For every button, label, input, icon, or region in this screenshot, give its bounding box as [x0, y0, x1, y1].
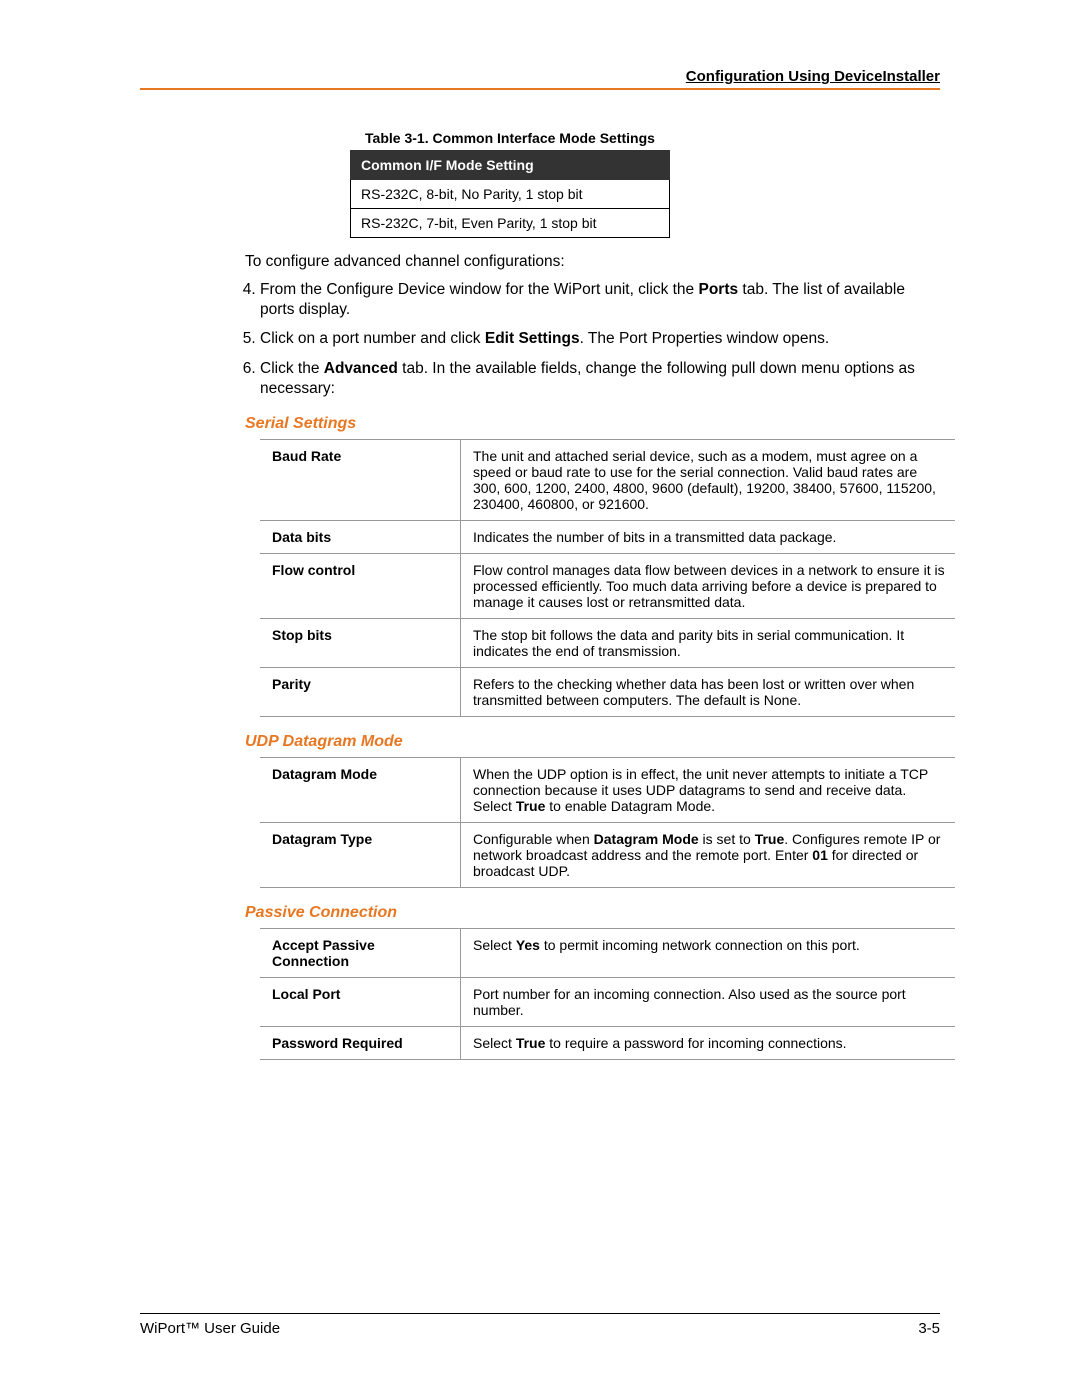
setting-desc: Configurable when Datagram Mode is set t…: [461, 822, 956, 887]
page-content: Table 3-1. Common Interface Mode Setting…: [140, 130, 940, 1060]
common-if-header: Common I/F Mode Setting: [351, 151, 670, 180]
common-if-row: RS-232C, 8-bit, No Parity, 1 stop bit: [351, 180, 670, 209]
setting-label: Password Required: [260, 1026, 461, 1059]
step-item: From the Configure Device window for the…: [260, 280, 940, 320]
steps-list: From the Configure Device window for the…: [260, 280, 940, 399]
table-caption: Table 3-1. Common Interface Mode Setting…: [350, 130, 670, 146]
setting-label: Data bits: [260, 520, 461, 553]
common-if-table: Common I/F Mode Setting RS-232C, 8-bit, …: [350, 150, 670, 238]
setting-desc: Select True to require a password for in…: [461, 1026, 956, 1059]
setting-desc: When the UDP option is in effect, the un…: [461, 757, 956, 822]
setting-label: Stop bits: [260, 618, 461, 667]
step-item: Click on a port number and click Edit Se…: [260, 329, 940, 349]
page-footer: WiPort™ User Guide 3-5: [140, 1313, 940, 1337]
setting-label: Parity: [260, 667, 461, 716]
footer-left: WiPort™ User Guide: [140, 1320, 280, 1337]
passive-heading: Passive Connection: [245, 904, 940, 922]
header-title: Configuration Using DeviceInstaller: [686, 68, 940, 85]
setting-desc: Refers to the checking whether data has …: [461, 667, 956, 716]
intro-text: To configure advanced channel configurat…: [245, 252, 940, 272]
setting-desc: The stop bit follows the data and parity…: [461, 618, 956, 667]
setting-label: Datagram Type: [260, 822, 461, 887]
setting-desc: The unit and attached serial device, suc…: [461, 439, 956, 520]
setting-desc: Select Yes to permit incoming network co…: [461, 928, 956, 977]
footer-right: 3-5: [918, 1320, 940, 1337]
setting-desc: Indicates the number of bits in a transm…: [461, 520, 956, 553]
udp-heading: UDP Datagram Mode: [245, 733, 940, 751]
common-if-row: RS-232C, 7-bit, Even Parity, 1 stop bit: [351, 209, 670, 238]
serial-heading: Serial Settings: [245, 415, 940, 433]
udp-table: Datagram ModeWhen the UDP option is in e…: [260, 757, 955, 888]
setting-desc: Flow control manages data flow between d…: [461, 553, 956, 618]
page-header: Configuration Using DeviceInstaller: [140, 68, 940, 90]
setting-label: Flow control: [260, 553, 461, 618]
setting-label: Datagram Mode: [260, 757, 461, 822]
step-item: Click the Advanced tab. In the available…: [260, 359, 940, 399]
serial-table: Baud RateThe unit and attached serial de…: [260, 439, 955, 717]
passive-table: Accept Passive ConnectionSelect Yes to p…: [260, 928, 955, 1060]
setting-label: Baud Rate: [260, 439, 461, 520]
setting-desc: Port number for an incoming connection. …: [461, 977, 956, 1026]
setting-label: Local Port: [260, 977, 461, 1026]
setting-label: Accept Passive Connection: [260, 928, 461, 977]
